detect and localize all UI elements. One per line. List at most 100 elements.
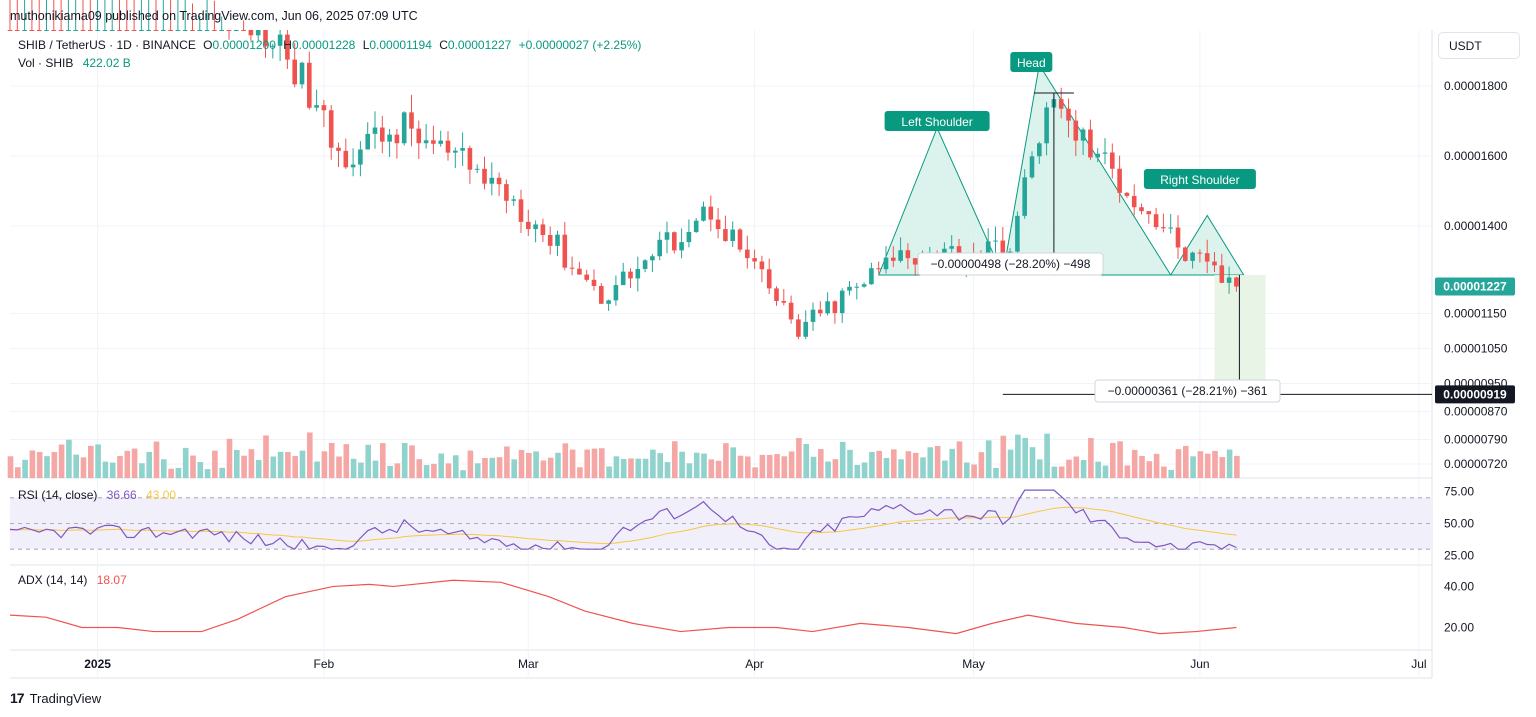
candle-body — [898, 250, 903, 261]
volume-bar — [1234, 455, 1240, 478]
rsi-line — [9, 489, 1237, 550]
time-tick-label: Jun — [1190, 657, 1209, 671]
volume-bar — [635, 458, 642, 478]
volume-bar — [248, 449, 255, 478]
volume-bar — [1124, 465, 1131, 478]
ohlc-c-label: C — [439, 38, 448, 52]
candle-body — [1139, 207, 1144, 212]
candle-body — [80, 30, 86, 31]
volume-value: 422.02 B — [82, 56, 131, 70]
volume-bar — [1226, 449, 1233, 478]
volume-bars — [7, 432, 1240, 478]
candle-body — [328, 110, 334, 148]
candle-body — [204, 30, 210, 31]
volume-bar — [1204, 453, 1211, 478]
volume-bar — [416, 459, 423, 478]
candle-body — [36, 30, 42, 31]
volume-bar — [883, 457, 890, 478]
volume-bar — [511, 459, 517, 478]
volume-bar — [489, 457, 496, 478]
candle-body — [839, 290, 845, 314]
currency-button[interactable]: USDT — [1438, 32, 1520, 59]
candle-body — [496, 177, 502, 185]
candle-body — [299, 62, 305, 85]
volume-bar — [168, 468, 174, 478]
volume-bar — [832, 459, 839, 478]
rsi-title: RSI (14, close) — [18, 488, 98, 502]
left-shoulder-label-bg — [884, 111, 990, 131]
volume-bar — [438, 453, 444, 478]
rsi-tick-label: 50.00 — [1444, 517, 1474, 531]
candle-body — [818, 309, 823, 314]
target-price-badge: 0.00000919 — [1443, 387, 1507, 401]
volume-bar — [1029, 447, 1036, 478]
tradingview-logo[interactable]: 17 TradingView — [10, 690, 101, 706]
volume-bar — [482, 458, 488, 478]
volume-bar — [29, 450, 36, 478]
candle-body — [1022, 177, 1027, 216]
candle-body — [752, 258, 757, 262]
candle-body — [1124, 192, 1130, 196]
candle-body — [891, 257, 896, 261]
candle-body — [832, 301, 838, 314]
volume-bar — [818, 449, 824, 478]
candle-body — [234, 30, 239, 31]
candle-body — [1110, 152, 1115, 169]
volume-bar — [759, 454, 766, 478]
volume-bar — [927, 447, 934, 478]
adx-tick-label: 40.00 — [1444, 579, 1474, 593]
head-measure-label: −0.00000498 (−28.20%) −498 — [931, 257, 1091, 271]
volume-bar — [723, 443, 729, 478]
target-measure-label: −0.00000361 (−28.21%) −361 — [1108, 384, 1268, 398]
volume-bar — [153, 441, 160, 478]
volume-bar — [964, 462, 970, 478]
volume-bar — [555, 452, 561, 478]
candle-body — [29, 30, 35, 31]
price-tick-label: 0.00001400 — [1444, 219, 1508, 233]
volume-bar — [431, 463, 437, 478]
candle-body — [380, 127, 385, 142]
candle-body — [796, 319, 801, 337]
candle-body — [774, 288, 779, 301]
candle-body — [1095, 153, 1100, 158]
candle-body — [847, 286, 852, 291]
time-tick-label: Jul — [1411, 657, 1426, 671]
candle-body — [861, 284, 867, 287]
volume-bar — [664, 462, 671, 478]
volume-bar — [912, 452, 919, 478]
volume-bar — [1197, 451, 1204, 478]
candle-body — [1168, 227, 1173, 229]
candle-body — [1044, 107, 1049, 144]
tradingview-logo-icon: 17 — [10, 690, 25, 706]
candle-body — [307, 62, 312, 108]
volume-bar — [95, 444, 101, 478]
price-tick-label: 0.00001800 — [1444, 79, 1508, 93]
volume-bar — [905, 451, 912, 478]
price-tick-label: 0.00000790 — [1444, 433, 1508, 447]
volume-bar — [51, 452, 58, 478]
candle-body — [1146, 211, 1152, 215]
volume-bar — [343, 444, 350, 478]
candle-body — [555, 234, 560, 246]
candle-body — [343, 150, 349, 168]
volume-bar — [372, 460, 379, 478]
volume-bar — [1153, 453, 1160, 478]
volume-bar — [1183, 445, 1189, 478]
candle-body — [102, 30, 108, 31]
candle-body — [358, 149, 363, 165]
candle-body — [1190, 252, 1195, 261]
head-measure-label-box — [917, 252, 1104, 276]
candle-body — [883, 257, 889, 270]
candle-body — [1000, 240, 1006, 265]
volume-bar — [672, 441, 678, 478]
volume-bar — [124, 450, 131, 478]
volume-bar — [839, 441, 846, 478]
rsi-tick-label: 75.00 — [1444, 484, 1474, 498]
volume-bar — [540, 460, 547, 478]
candle-body — [350, 164, 356, 168]
candle-body — [723, 229, 728, 242]
candle-body — [73, 30, 78, 31]
rsi-tick-label: 25.00 — [1444, 549, 1474, 563]
volume-bar — [971, 464, 977, 478]
